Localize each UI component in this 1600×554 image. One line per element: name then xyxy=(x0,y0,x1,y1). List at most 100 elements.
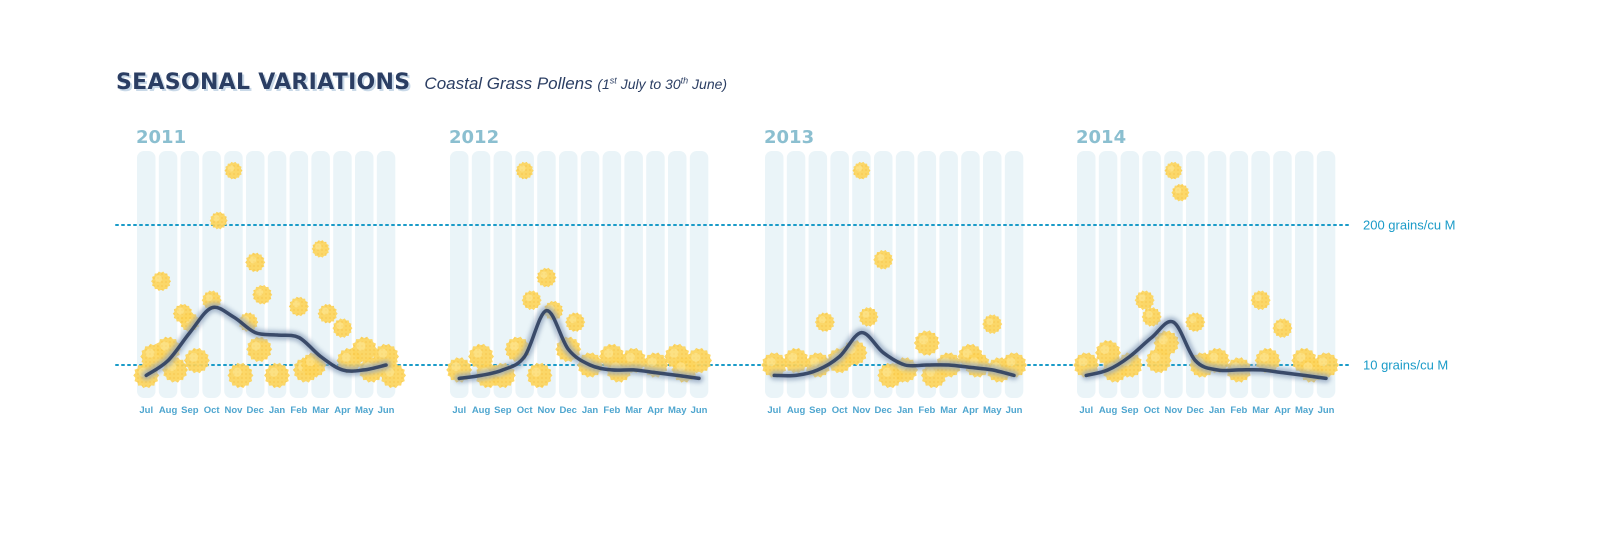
month-label: Mar xyxy=(625,405,642,416)
pollen-highlight xyxy=(540,271,548,279)
month-label: May xyxy=(668,405,687,416)
month-label: Jul xyxy=(139,405,153,416)
pollen-point xyxy=(1134,290,1155,310)
month-column xyxy=(376,151,396,398)
pollen-shape xyxy=(351,336,378,362)
pollen-point xyxy=(1164,161,1183,180)
pollen-shape xyxy=(151,271,172,292)
pollen-highlight xyxy=(1303,362,1313,372)
pollen-highlight xyxy=(1296,352,1306,362)
month-column xyxy=(830,151,849,398)
month-label: Aug xyxy=(472,405,491,416)
pollen-shape xyxy=(526,362,553,389)
month-column xyxy=(493,151,513,398)
month-label: Oct xyxy=(1144,405,1161,416)
pollen-point xyxy=(565,312,586,332)
pollen-highlight xyxy=(205,294,213,302)
pollen-shape xyxy=(252,284,273,305)
pollen-point xyxy=(873,250,894,270)
month-column xyxy=(311,151,330,398)
pollen-highlight xyxy=(160,341,170,351)
month-column xyxy=(1273,151,1292,398)
month-label: Jun xyxy=(1006,405,1023,416)
pollen-highlight xyxy=(862,310,870,318)
month-column xyxy=(961,151,980,398)
month-column xyxy=(355,151,374,398)
month-column xyxy=(158,151,178,398)
pollen-shape xyxy=(1313,352,1340,378)
pollen-highlight xyxy=(189,352,199,362)
pollen-highlight xyxy=(385,367,395,377)
month-label: Jan xyxy=(897,405,914,416)
month-label: Feb xyxy=(290,405,307,416)
month-label: Feb xyxy=(918,405,935,416)
month-column xyxy=(646,151,665,398)
subtitle-mid: July to 30 xyxy=(616,76,681,92)
pollen-shape xyxy=(317,303,338,324)
pollen-shape xyxy=(1141,307,1162,327)
month-label: May xyxy=(983,405,1002,416)
pollen-highlight xyxy=(1175,187,1182,194)
pollen-point xyxy=(246,336,273,362)
month-label: Nov xyxy=(852,405,871,416)
subtitle-paren-open: (1 xyxy=(597,76,610,92)
month-label: Dec xyxy=(560,405,577,416)
month-column xyxy=(450,151,469,398)
month-label: Apr xyxy=(962,405,979,416)
month-label: Aug xyxy=(159,405,178,416)
pollen-point xyxy=(536,267,557,288)
pollen-highlight xyxy=(228,165,235,172)
year-label: 2011 xyxy=(136,127,186,148)
month-column xyxy=(1295,151,1314,398)
trend-line xyxy=(772,330,1016,378)
month-column xyxy=(1004,151,1024,398)
pollen-highlight xyxy=(1006,357,1016,367)
pollen-highlight xyxy=(810,357,820,367)
pollen-highlight xyxy=(676,362,686,372)
pollen-highlight xyxy=(1318,357,1328,367)
month-column xyxy=(471,151,491,398)
pollen-shape xyxy=(982,314,1003,334)
pollen-shape xyxy=(858,307,879,327)
pollen-highlight xyxy=(525,294,533,302)
pollen-highlight xyxy=(1189,316,1197,324)
month-column xyxy=(602,151,622,398)
month-column xyxy=(333,151,352,398)
chart-title: SEASONAL VARIATIONS xyxy=(116,70,411,95)
pollen-highlight xyxy=(1276,322,1284,330)
pollen-highlight xyxy=(569,316,577,324)
pollen-highlight xyxy=(788,352,798,362)
pollen-shape xyxy=(209,211,228,230)
month-column xyxy=(1186,151,1205,398)
month-label: Jul xyxy=(767,405,781,416)
trend-line xyxy=(457,308,701,381)
pollen-point xyxy=(1141,307,1162,327)
pollen-highlight xyxy=(321,307,329,315)
pollen-highlight xyxy=(341,352,351,362)
year-label: 2013 xyxy=(764,127,814,148)
month-column xyxy=(874,151,893,398)
pollen-highlight xyxy=(155,275,163,283)
month-label: Oct xyxy=(517,405,534,416)
pollen-point xyxy=(1250,290,1271,310)
pollen-highlight xyxy=(305,357,315,367)
pollen-point xyxy=(526,362,553,389)
pollen-shape xyxy=(913,330,940,356)
month-column xyxy=(624,151,643,398)
month-label: Apr xyxy=(1274,405,1291,416)
pollen-highlight xyxy=(473,348,483,358)
pollen-highlight xyxy=(256,288,264,296)
pollen-highlight xyxy=(669,348,679,358)
pollen-point xyxy=(783,347,810,374)
month-label: Dec xyxy=(875,405,892,416)
month-label: Mar xyxy=(312,405,329,416)
pollen-shape xyxy=(565,312,586,332)
month-label: Jan xyxy=(269,405,286,416)
month-label: Feb xyxy=(1230,405,1247,416)
pollen-shape xyxy=(332,318,353,338)
pollen-shape xyxy=(1134,290,1155,310)
pollen-highlight xyxy=(818,316,826,324)
month-label: Dec xyxy=(247,405,264,416)
pollen-shape xyxy=(1272,318,1293,338)
